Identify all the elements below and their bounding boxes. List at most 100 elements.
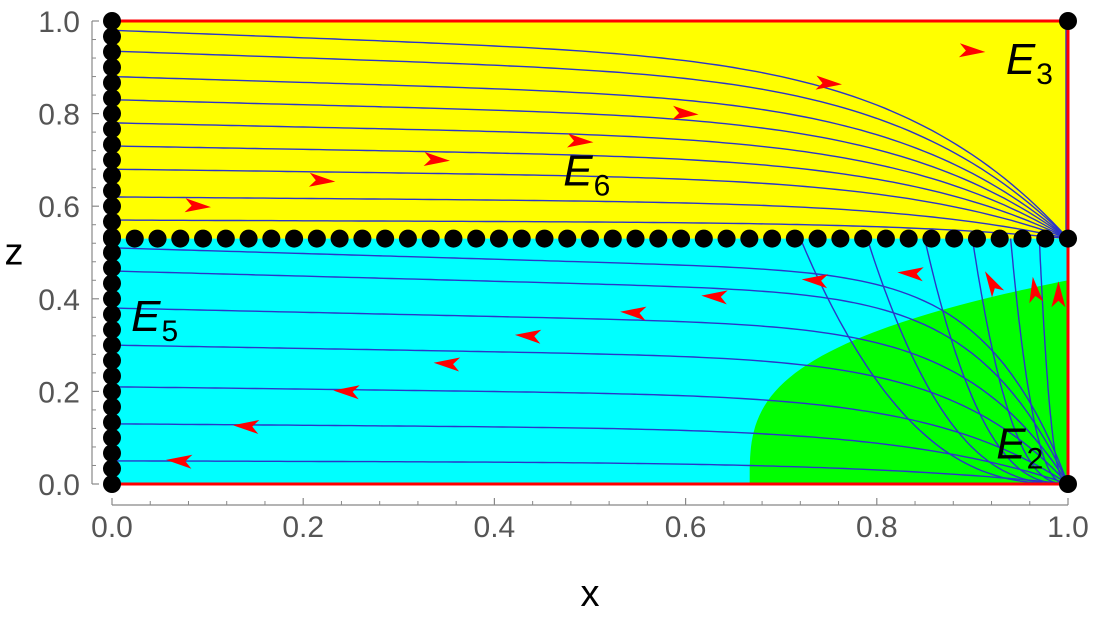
upper-streamline — [111, 75, 1069, 240]
equilibrium-label-subscript: 6 — [594, 169, 611, 202]
flow-arrow-lower — [166, 454, 193, 469]
equilibrium-point-separatrix — [717, 229, 736, 248]
upper-streamline — [111, 122, 1069, 240]
equilibrium-point-separatrix — [581, 229, 599, 248]
y-tick-label: 0.4 — [38, 284, 80, 317]
lower-streamline — [112, 460, 1069, 485]
equilibrium-point-separatrix — [330, 229, 349, 248]
fan-streamline — [1009, 238, 1069, 485]
flow-arrow-upper — [308, 172, 336, 187]
equilibrium-point-left-edge — [103, 27, 121, 46]
equilibrium-point-left-edge — [103, 336, 121, 355]
equilibrium-point-separatrix — [990, 229, 1009, 248]
equilibrium-point-separatrix — [376, 229, 395, 248]
equilibrium-point-left-edge — [103, 42, 121, 61]
equilibrium-point-left-edge — [103, 413, 121, 432]
equilibrium-point-separatrix — [1036, 229, 1055, 248]
flow-arrow-upper — [184, 198, 211, 213]
fan-streamline — [866, 238, 1069, 485]
equilibrium-point-separatrix — [967, 229, 986, 248]
upper-streamline — [112, 219, 1069, 240]
equilibrium-point-separatrix — [945, 229, 964, 248]
flow-arrow-lower — [701, 290, 728, 305]
equilibrium-point-E3 — [1059, 12, 1077, 30]
equilibrium-point-left-edge — [103, 351, 121, 370]
region-fills — [112, 21, 1068, 484]
equilibrium-point-left-edge — [103, 150, 121, 169]
upper-streamline — [111, 168, 1069, 240]
equilibrium-point-left-edge — [103, 320, 121, 339]
x-tick-label: 1.0 — [1047, 511, 1089, 544]
equilibrium-point-left-edge — [103, 382, 121, 401]
x-tick-label: 0.2 — [282, 511, 324, 544]
equilibrium-point-separatrix — [694, 229, 713, 248]
y-tick-label: 0.8 — [38, 99, 80, 132]
equilibrium-point-separatrix — [899, 229, 918, 248]
flow-arrow-upper — [423, 152, 450, 166]
equilibrium-point-separatrix — [148, 229, 167, 248]
equilibrium-point-left-edge — [103, 444, 121, 463]
equilibrium-point-left-edge — [103, 397, 121, 416]
lower-streamline — [111, 247, 1069, 485]
fan-streamline — [971, 238, 1069, 485]
flow-arrow-upper — [672, 105, 699, 120]
equilibrium-point-left-edge — [103, 135, 121, 154]
equilibrium-point-separatrix — [831, 229, 850, 248]
upper-streamline — [111, 145, 1069, 240]
equilibrium-point-separatrix — [489, 229, 508, 248]
equilibrium-point-left-edge — [103, 212, 121, 231]
equilibrium-point-separatrix — [603, 229, 622, 248]
equilibrium-point-separatrix — [740, 229, 759, 248]
equilibrium-point-left-edge — [103, 120, 121, 139]
upper-streamline — [111, 196, 1069, 240]
equilibrium-point-left-edge — [103, 166, 121, 185]
flow-arrow-upper — [958, 43, 986, 58]
flow-arrow-lower — [897, 267, 924, 282]
equilibrium-point-separatrix — [1059, 229, 1077, 248]
upper-streamline — [111, 29, 1069, 240]
equilibrium-point-separatrix — [808, 229, 827, 248]
equilibrium-point-E2 — [1059, 475, 1077, 493]
equilibrium-point-separatrix — [103, 229, 121, 248]
y-tick-label: 0.0 — [38, 469, 80, 502]
lower-streamline — [111, 307, 1069, 485]
flow-arrow-lower — [1029, 276, 1044, 304]
equilibrium-point-left-edge — [103, 274, 121, 293]
lower-streamline — [111, 270, 1069, 485]
flow-arrow-lower — [232, 420, 260, 434]
equilibrium-point-separatrix — [512, 229, 531, 248]
equilibrium-point-separatrix — [854, 229, 873, 248]
equilibrium-point-left-edge — [103, 181, 121, 200]
flow-arrow-lower — [514, 329, 542, 344]
y-tick-label: 1.0 — [38, 6, 80, 39]
equilibrium-point-separatrix — [307, 229, 326, 248]
x-axis-label: x — [581, 573, 600, 615]
equilibrium-point-separatrix — [558, 229, 577, 248]
streamlines — [111, 21, 1069, 485]
x-tick-label: 0.0 — [91, 511, 133, 544]
y-tick-label: 0.2 — [38, 376, 80, 409]
equilibrium-point-separatrix — [398, 229, 417, 248]
equilibrium-point-separatrix — [353, 229, 372, 248]
equilibrium-points — [103, 12, 1077, 493]
equilibrium-label-subscript: 2 — [1027, 443, 1044, 476]
axes: 0.0 0.2 0.4 0.6 0.8 1.0 0.0 0.2 0.4 0.6 0.8 1.0 x z — [5, 6, 1089, 615]
equilibrium-point-separatrix — [262, 229, 281, 248]
equilibrium-label-subscript: 3 — [1036, 58, 1053, 91]
equilibrium-point-left-edge — [103, 243, 121, 262]
upper-streamline — [111, 99, 1069, 240]
equilibrium-point-left-edge — [103, 104, 121, 123]
equilibrium-point-separatrix — [922, 229, 941, 248]
equilibrium-point-left-edge — [103, 475, 121, 493]
equilibrium-point-separatrix — [763, 229, 782, 248]
equilibrium-point-separatrix — [171, 229, 190, 248]
flow-arrow-upper — [815, 75, 842, 90]
equilibrium-point-separatrix — [467, 229, 486, 248]
y-tick-label: 0.6 — [38, 191, 80, 224]
x-tick-label: 0.4 — [474, 511, 516, 544]
x-tick-label: 0.8 — [856, 511, 898, 544]
lower-streamline — [111, 423, 1069, 485]
equilibrium-point-left-edge — [103, 258, 121, 277]
equilibrium-point-left-edge — [103, 305, 121, 324]
